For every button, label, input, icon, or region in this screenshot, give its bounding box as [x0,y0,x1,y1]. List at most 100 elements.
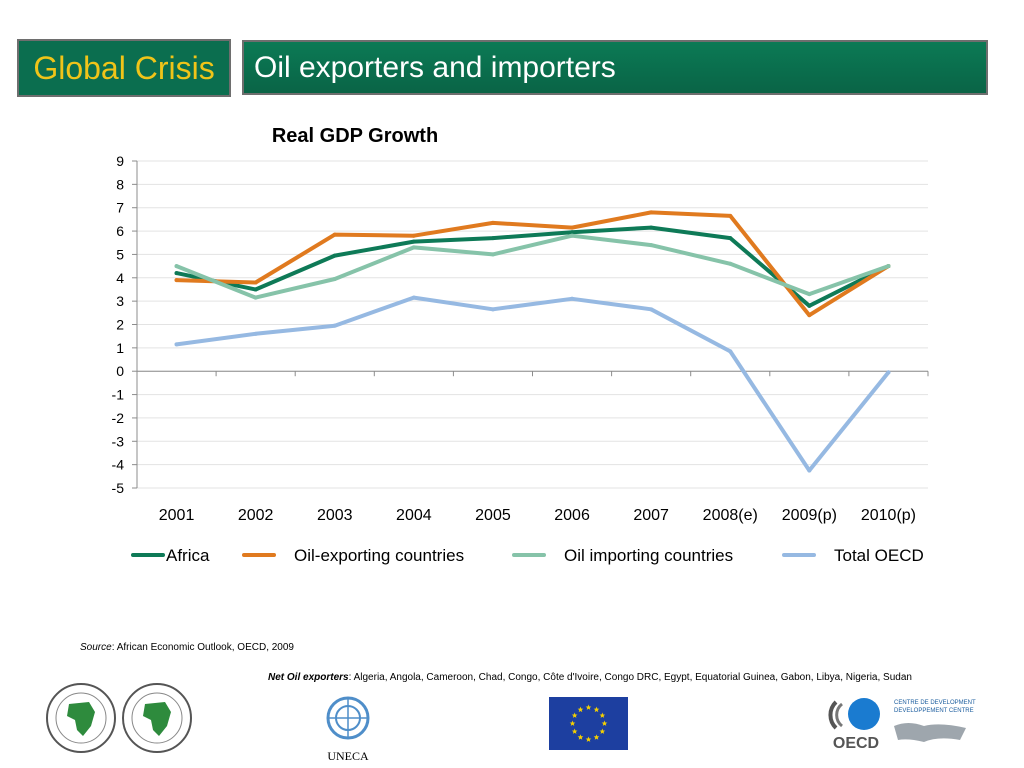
x-tick-label: 2009(p) [782,507,837,524]
data-point [174,278,179,283]
eu-star-icon [569,720,576,726]
y-tick-label: -3 [112,433,125,449]
chart-title: Real GDP Growth [272,125,438,147]
data-point [253,295,258,300]
section-badge: Global Crisis [17,39,231,97]
legend-label: Africa [166,546,210,565]
y-tick-label: 4 [116,270,124,286]
net-exporters-note: Net Oil exporters: Algeria, Angola, Came… [268,672,912,683]
eu-star-icon [593,734,600,740]
x-tick-label: 2002 [238,507,274,524]
data-point [728,213,733,218]
x-tick-label: 2005 [475,507,511,524]
y-tick-label: -2 [112,410,125,426]
x-tick-label: 2010(p) [861,507,916,524]
data-point [807,313,812,318]
chart-series [174,210,891,473]
legend-label: Oil importing countries [564,546,733,565]
afdb-logo [46,683,192,753]
data-point [253,331,258,336]
eu-star-icon [599,728,606,734]
data-point [728,236,733,241]
oecd-centre-line2: DEVELOPPEMENT CENTRE [894,708,974,714]
data-point [332,232,337,237]
y-tick-label: 0 [116,363,124,379]
data-point [570,230,575,235]
data-point [649,225,654,230]
y-tick-label: 6 [116,223,124,239]
data-point [649,307,654,312]
eu-star-icon [577,734,584,740]
data-point [886,370,891,375]
y-tick-label: 5 [116,246,124,262]
slide-title: Oil exporters and importers [254,50,616,84]
chart-axes: 9 8 7 6 5 4 3 2 1 0 -1 -2 -3 -4 -5 2001 2002 2003 2004 2005… [112,153,929,524]
eu-star-icon [601,720,608,726]
data-point [411,233,416,238]
eu-star-icon [571,728,578,734]
uneca-logo: UNECA [326,696,370,763]
net-exporters-text: : Algeria, Angola, Cameroon, Chad, Congo… [348,672,912,683]
chart-grid [137,160,928,489]
data-point [332,323,337,328]
legend-label: Oil-exporting countries [294,546,464,565]
section-title: Global Crisis [33,49,215,86]
data-point [728,261,733,266]
data-point [411,295,416,300]
net-exporters-label: Net Oil exporters [268,672,349,683]
data-point [253,287,258,292]
data-point [411,245,416,250]
data-point [332,276,337,281]
y-tick-label: 9 [116,153,124,169]
chart-legend: Africa Oil-exporting countries Oil importi… [131,546,924,565]
data-point [807,303,812,308]
data-point [649,210,654,215]
source-note: Source: African Economic Outlook, OECD, … [80,642,294,653]
data-point [174,271,179,276]
data-point [490,236,495,241]
line-chart: Real GDP Growth 9 8 7 6 5 4 3 2 1 0 -1 -2 -3 -4 -5 2001… [112,125,929,565]
y-tick-label: 2 [116,317,124,333]
series-line [174,295,891,473]
eu-star-icon [585,736,592,742]
x-tick-label: 2003 [317,507,353,524]
eu-star-icon [593,706,600,713]
oecd-logo: OECD CENTRE DE DEVELOPMENT DEVELOPPEMENT… [828,698,976,752]
data-point [649,243,654,248]
oecd-centre-line1: CENTRE DE DEVELOPMENT [894,700,976,706]
eu-star-icon [577,706,584,713]
oecd-wordmark: OECD [833,735,879,752]
data-point [174,264,179,269]
eu-star-icon [585,704,592,710]
x-tick-label: 2007 [633,507,669,524]
x-tick-label: 2008(e) [703,507,758,524]
data-point [490,220,495,225]
series-line [174,210,891,318]
data-point [807,468,812,473]
data-point [332,253,337,258]
y-tick-label: -1 [112,387,125,403]
data-point [174,342,179,347]
data-point [411,239,416,244]
eu-star-icon [571,712,578,718]
data-point [490,307,495,312]
data-point [570,225,575,230]
legend-label: Total OECD [834,546,924,565]
data-point [807,292,812,297]
series-line [174,225,891,308]
data-point [490,252,495,257]
data-point [570,296,575,301]
y-tick-label: 1 [116,340,124,356]
x-tick-label: 2001 [159,507,195,524]
data-point [728,349,733,354]
slide-title-bar: Oil exporters and importers [242,40,988,95]
data-point [570,233,575,238]
eu-star-icon [599,712,606,718]
source-label: Source [80,642,112,653]
source-text: : African Economic Outlook, OECD, 2009 [111,642,294,653]
x-tick-label: 2004 [396,507,432,524]
y-tick-label: 8 [116,176,124,192]
x-tick-label: 2006 [554,507,590,524]
y-tick-label: 7 [116,200,124,216]
data-point [253,280,258,285]
